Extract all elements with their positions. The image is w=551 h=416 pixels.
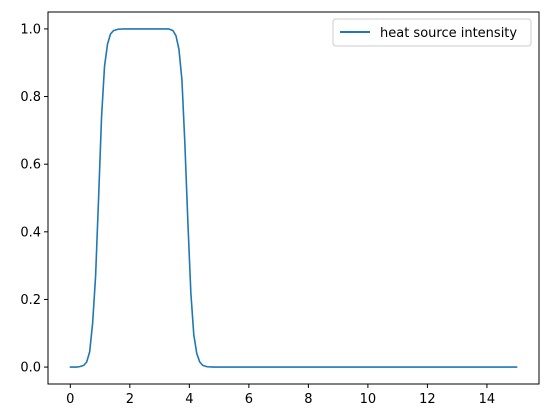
x-tick-label: 2 [126, 392, 134, 407]
x-tick-label: 0 [66, 392, 74, 407]
legend-box [332, 18, 532, 47]
y-tick-label: 1.0 [20, 22, 41, 37]
x-tick-label: 8 [304, 392, 312, 407]
x-tick-label: 10 [360, 392, 377, 407]
x-tick-label: 14 [479, 392, 496, 407]
x-tick-label: 12 [419, 392, 436, 407]
y-tick-label: 0.0 [20, 361, 41, 376]
series-line-0 [69, 28, 518, 368]
x-tick-label: 4 [185, 392, 193, 407]
legend-label-heat-source-intensity: heat source intensity [380, 26, 517, 41]
y-axis: 0.0 0.2 0.4 0.6 0.8 1.0 [20, 22, 48, 376]
legend: heat source intensity [332, 18, 532, 47]
y-tick-label: 0.8 [20, 90, 41, 105]
axes-frame [47, 11, 540, 385]
x-axis: 0 2 4 6 8 10 12 14 [66, 384, 495, 407]
y-tick-label: 0.6 [20, 158, 41, 173]
y-tick-label: 0.2 [20, 293, 41, 308]
y-tick-label: 0.4 [20, 225, 41, 240]
x-tick-label: 6 [245, 392, 253, 407]
plot-area [69, 28, 518, 368]
